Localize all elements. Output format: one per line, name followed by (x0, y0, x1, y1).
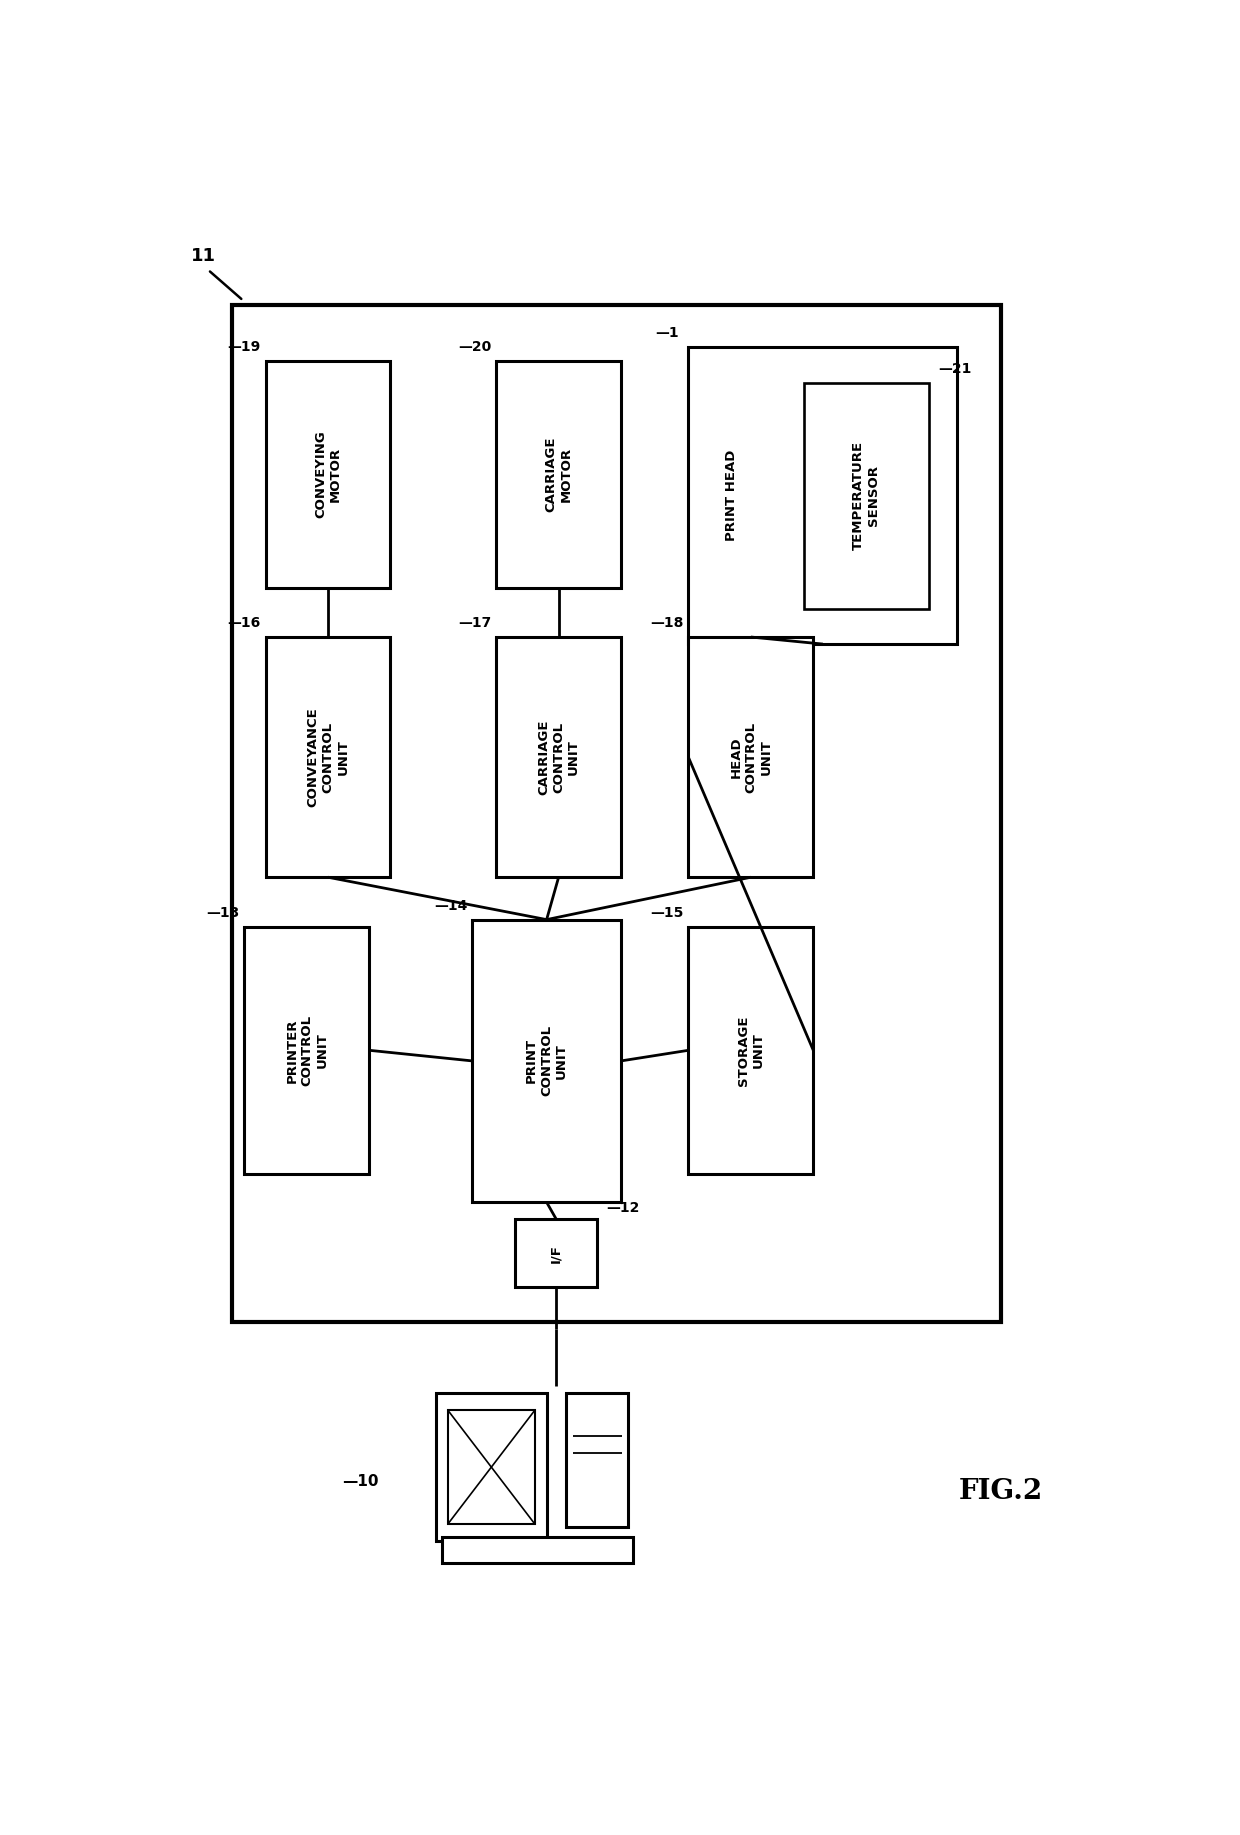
Text: FIG.2: FIG.2 (959, 1479, 1043, 1505)
Bar (565, 1393, 629, 1527)
Text: —21: —21 (939, 361, 972, 376)
Bar (232, 305, 1001, 1323)
Text: PRINTER
CONTROL
UNIT: PRINTER CONTROL UNIT (285, 1015, 329, 1086)
Text: —19: —19 (227, 341, 260, 354)
Bar (472, 919, 621, 1202)
Text: PRINT
CONTROL
UNIT: PRINT CONTROL UNIT (525, 1026, 568, 1097)
Bar (688, 347, 957, 644)
Text: STORAGE
UNIT: STORAGE UNIT (737, 1015, 765, 1086)
Text: HEAD
CONTROL
UNIT: HEAD CONTROL UNIT (729, 721, 773, 793)
Bar (688, 927, 813, 1174)
Text: TEMPERATURE
SENSOR: TEMPERATURE SENSOR (852, 440, 880, 550)
Text: —10: —10 (342, 1475, 378, 1490)
Text: —13: —13 (206, 906, 239, 919)
Text: CARRIAGE
MOTOR: CARRIAGE MOTOR (544, 437, 573, 512)
Bar (244, 927, 370, 1174)
Text: CONVEYANCE
CONTROL
UNIT: CONVEYANCE CONTROL UNIT (306, 706, 350, 807)
Text: —20: —20 (458, 341, 491, 354)
Bar (688, 637, 813, 877)
Bar (804, 384, 929, 609)
Text: CONVEYING
MOTOR: CONVEYING MOTOR (314, 431, 342, 519)
Text: —17: —17 (458, 617, 491, 629)
Text: —14: —14 (434, 899, 467, 912)
Text: I/F: I/F (549, 1244, 563, 1262)
Bar (496, 361, 621, 587)
Text: CARRIAGE
CONTROL
UNIT: CARRIAGE CONTROL UNIT (537, 719, 580, 795)
Text: PRINT HEAD: PRINT HEAD (725, 450, 738, 541)
Text: —12: —12 (606, 1200, 640, 1215)
Bar (448, 1409, 536, 1525)
Bar (441, 1538, 634, 1563)
Bar (496, 637, 621, 877)
Bar (265, 637, 391, 877)
Text: —16: —16 (227, 617, 260, 629)
Bar (265, 361, 391, 587)
Text: —18: —18 (650, 617, 683, 629)
Text: 11: 11 (191, 248, 216, 266)
Bar (516, 1218, 598, 1286)
Bar (436, 1393, 547, 1541)
Text: —15: —15 (650, 906, 683, 919)
Text: —1: —1 (655, 327, 678, 339)
